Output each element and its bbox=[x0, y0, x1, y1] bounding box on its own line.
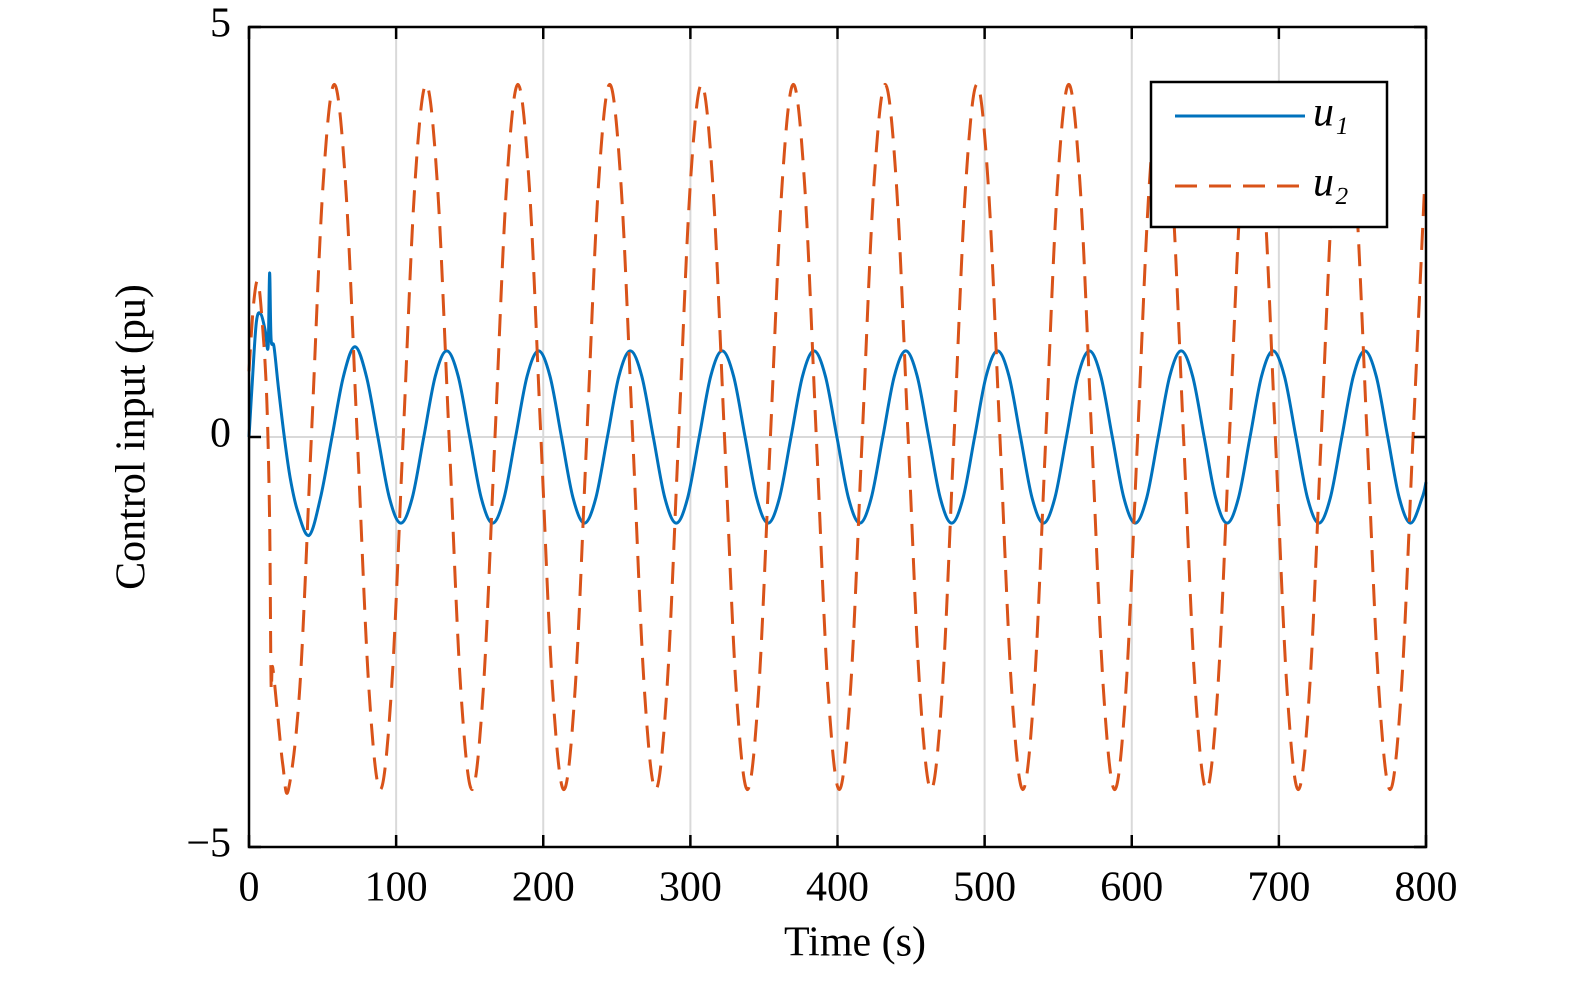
x-tick-label: 400 bbox=[806, 865, 869, 911]
x-tick-label: 800 bbox=[1395, 865, 1458, 911]
y-tick-label: 0 bbox=[210, 411, 231, 457]
legend-text: u₁ bbox=[1313, 90, 1349, 136]
y-tick-label: −5 bbox=[186, 821, 231, 867]
x-tick-label: 200 bbox=[512, 865, 575, 911]
x-tick-label: 100 bbox=[365, 865, 428, 911]
data-line bbox=[247, 82, 1427, 795]
x-tick-label: 700 bbox=[1247, 865, 1310, 911]
x-axis-label: Time (s) bbox=[784, 920, 926, 966]
legend-box bbox=[1149, 80, 1389, 229]
legend-text: u₂ bbox=[1313, 160, 1349, 206]
x-tick-label: 500 bbox=[953, 865, 1016, 911]
x-tick-label: 300 bbox=[659, 865, 722, 911]
y-axis-label: Control input (pu) bbox=[109, 284, 155, 590]
y-tick-label: 5 bbox=[210, 1, 231, 47]
x-tick-label: 600 bbox=[1100, 865, 1163, 911]
data-line bbox=[247, 271, 1428, 537]
x-tick-label: 0 bbox=[239, 865, 260, 911]
